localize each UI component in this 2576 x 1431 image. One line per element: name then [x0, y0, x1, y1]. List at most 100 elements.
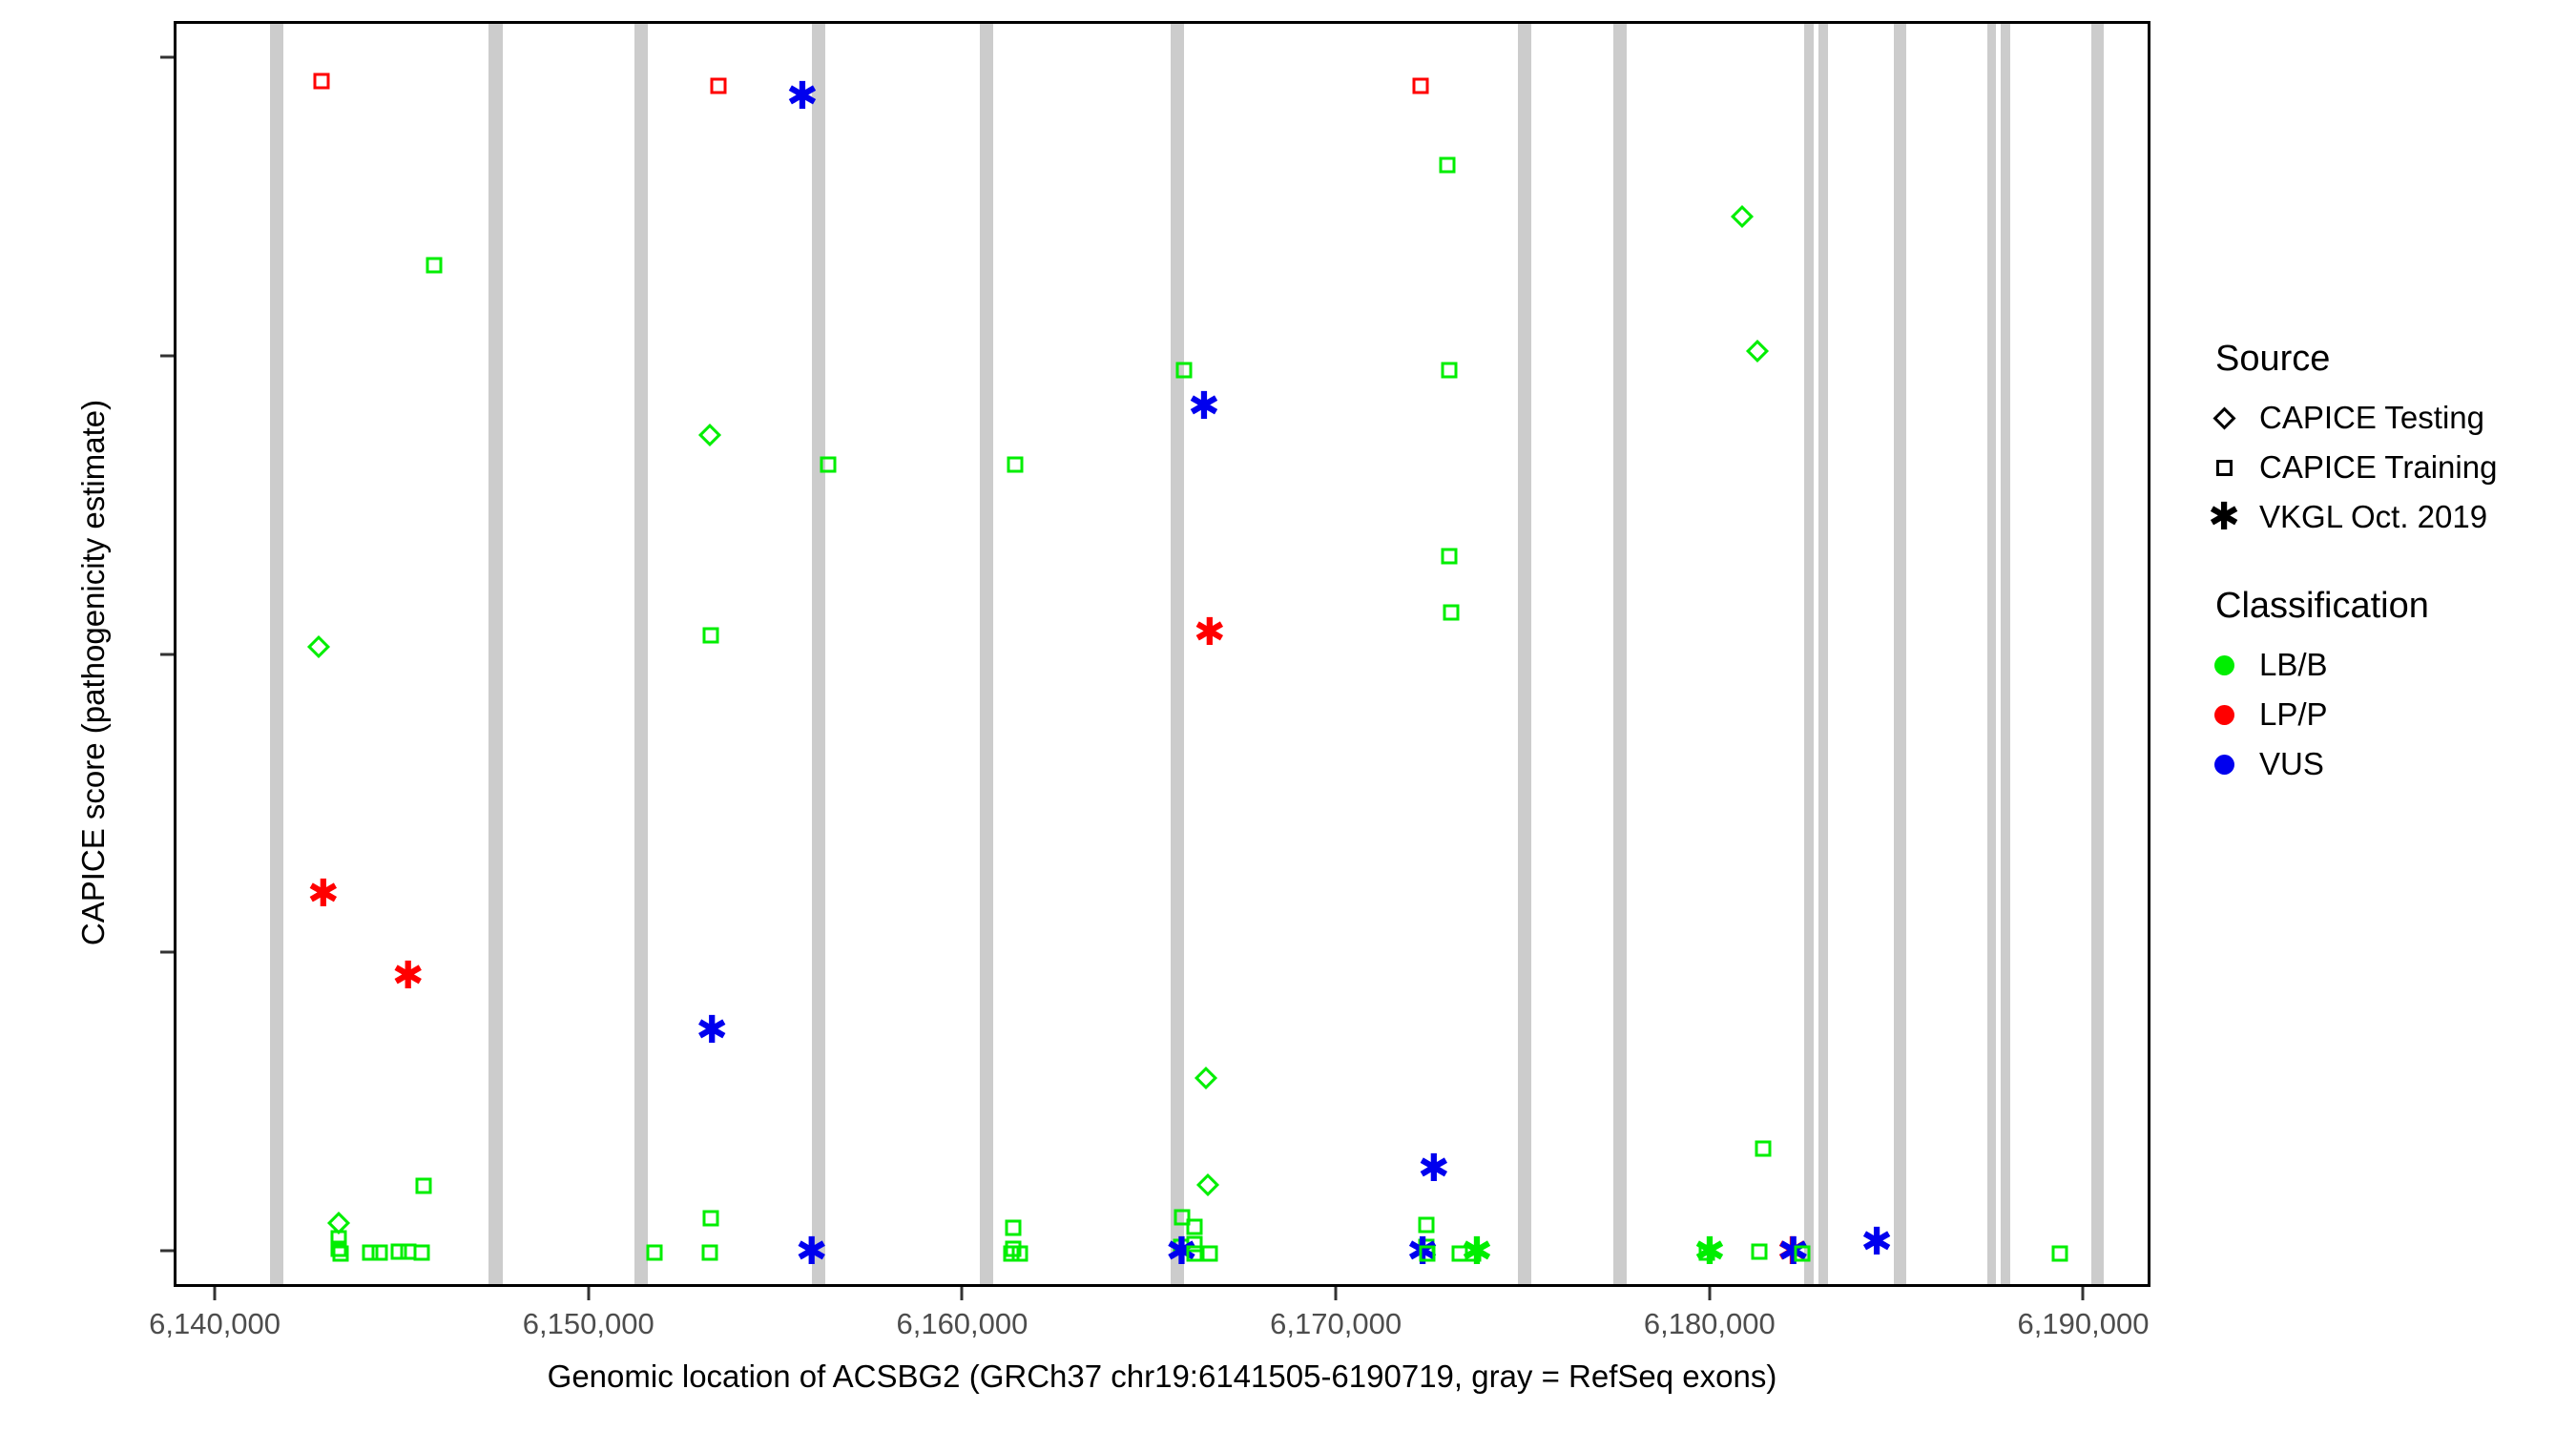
plot-area: ✱ ✱ ✱ ✱ ✱ ✱ ✱ ✱ ✱ ✱ ✱ ✱ ✱ ✱ ✱ [177, 24, 2148, 1284]
shape-legend-rows: CAPICE Testing CAPICE Training ✱ VKGL Oct. … [2194, 393, 2576, 542]
classification-legend-row[interactable]: LP/P [2194, 690, 2576, 739]
data-point-square [1175, 362, 1193, 379]
data-point-asterisk: ✱ [1166, 1233, 1198, 1271]
exon-band [634, 24, 648, 1284]
color-legend-rows: LB/B LP/P VUS [2194, 640, 2576, 789]
exon-band [1518, 24, 1532, 1284]
exon-band [1170, 24, 1184, 1284]
data-point-square [710, 77, 727, 94]
source-legend-diamond-label: CAPICE Testing [2259, 400, 2484, 435]
x-tick-label: 6,190,000 [2017, 1307, 2150, 1340]
data-point-asterisk: ✱ [1461, 1230, 1493, 1275]
color-swatch-icon [2213, 754, 2234, 775]
x-axis-label: Genomic location of ACSBG2 (GRCh37 chr19… [547, 1358, 1777, 1394]
data-point-square [1186, 1245, 1203, 1262]
data-point-diamond [698, 423, 722, 446]
data-point-square [1419, 1245, 1436, 1262]
asterisk-icon: ✱ [391, 954, 425, 999]
classification-legend-row[interactable]: LB/B [2194, 640, 2576, 690]
data-point-square [413, 1244, 430, 1261]
square-marker-icon [2215, 459, 2233, 476]
asterisk-icon: ✱ [1776, 1230, 1810, 1275]
data-point-square [1418, 1216, 1435, 1234]
data-point-square [1441, 362, 1458, 379]
asterisk-icon: ✱ [1776, 1230, 1809, 1275]
data-point-square [1755, 1140, 1772, 1157]
x-tick-label: 6,140,000 [149, 1307, 281, 1340]
asterisk-icon: ✱ [1693, 1230, 1726, 1275]
exon-band [2001, 24, 2010, 1284]
data-point-asterisk: ✱ [1194, 610, 1226, 654]
y-tick-mark [160, 950, 174, 954]
data-point-diamond [1745, 339, 1769, 363]
data-point-asterisk: ✱ [307, 875, 340, 913]
data-point-square [1011, 1245, 1028, 1262]
classification-legend-key [2194, 654, 2254, 675]
data-point-square [1005, 1219, 1022, 1236]
classification-legend-row[interactable]: VUS [2194, 739, 2576, 789]
data-point-asterisk: ✱ [1860, 1223, 1893, 1261]
x-tick-label: 6,160,000 [896, 1307, 1028, 1340]
legend-title-source: Source [2215, 339, 2331, 379]
x-tick-mark [1708, 1287, 1712, 1300]
data-point-asterisk: ✱ [1776, 1230, 1809, 1275]
data-point-asterisk: ✱ [786, 77, 819, 115]
source-legend-diamond-key [2194, 405, 2254, 430]
x-tick-mark [213, 1287, 217, 1300]
data-point-asterisk: ✱ [796, 1233, 828, 1271]
x-tick-mark [960, 1287, 964, 1300]
data-point-square [646, 1244, 663, 1261]
x-tick-label: 6,170,000 [1270, 1307, 1402, 1340]
data-point-square [702, 1210, 719, 1227]
legend-spacer [2194, 542, 2576, 586]
data-point-asterisk: ✱ [1693, 1230, 1726, 1275]
data-point-square [1412, 77, 1429, 94]
data-point-asterisk: ✱ [1776, 1230, 1810, 1275]
data-point-square [2051, 1245, 2068, 1262]
exon-band [1613, 24, 1627, 1284]
asterisk-icon: ✱ [1418, 1146, 1450, 1191]
source-legend-asterisk-row[interactable]: ✱ VKGL Oct. 2019 [2194, 492, 2576, 542]
asterisk-icon: ✱ [696, 1007, 728, 1052]
legend: Source CAPICE Testing CAPICE Training ✱ VKG… [2194, 339, 2576, 789]
y-tick-mark [160, 653, 174, 655]
exon-band [1986, 24, 1996, 1284]
data-point-square [426, 257, 443, 274]
data-point-square [390, 1243, 407, 1260]
data-point-square [1794, 1245, 1811, 1262]
data-point-square [332, 1245, 349, 1262]
classification-legend-label: LB/B [2259, 647, 2328, 682]
source-legend-square-key [2194, 459, 2254, 476]
data-point-square [415, 1177, 431, 1194]
data-point-square [1201, 1245, 1218, 1262]
source-legend-asterisk-label: VKGL Oct. 2019 [2259, 499, 2488, 534]
source-legend-asterisk-key: ✱ [2194, 498, 2254, 536]
x-tick-mark [2081, 1287, 2085, 1300]
data-point-diamond [306, 635, 330, 659]
data-point-square [362, 1244, 379, 1261]
classification-legend-label: VUS [2259, 746, 2324, 781]
asterisk-icon: ✱ [1461, 1230, 1493, 1275]
data-point-square [1003, 1245, 1020, 1262]
legend-title-classification: Classification [2215, 586, 2429, 626]
data-point-asterisk: ✱ [1188, 387, 1220, 425]
data-point-square [1007, 456, 1024, 473]
exon-band [488, 24, 503, 1284]
data-point-square [820, 456, 837, 473]
data-point-square [313, 73, 330, 90]
exon-band [2091, 24, 2105, 1284]
x-tick-label: 6,150,000 [522, 1307, 654, 1340]
data-point-asterisk: ✱ [696, 1007, 728, 1052]
y-tick-mark [160, 55, 174, 59]
asterisk-icon: ✱ [1194, 610, 1226, 654]
diamond-marker-icon [2212, 405, 2236, 430]
exon-band [1893, 24, 1906, 1284]
data-point-diamond [1196, 1172, 1220, 1196]
data-point-square [330, 1230, 347, 1247]
source-legend-diamond-row[interactable]: CAPICE Testing [2194, 393, 2576, 443]
source-legend-square-row[interactable]: CAPICE Training [2194, 443, 2576, 492]
exon-band [811, 24, 825, 1284]
y-tick-mark [160, 354, 174, 358]
data-point-square [1465, 1245, 1482, 1262]
data-point-asterisk: ✱ [391, 954, 425, 999]
